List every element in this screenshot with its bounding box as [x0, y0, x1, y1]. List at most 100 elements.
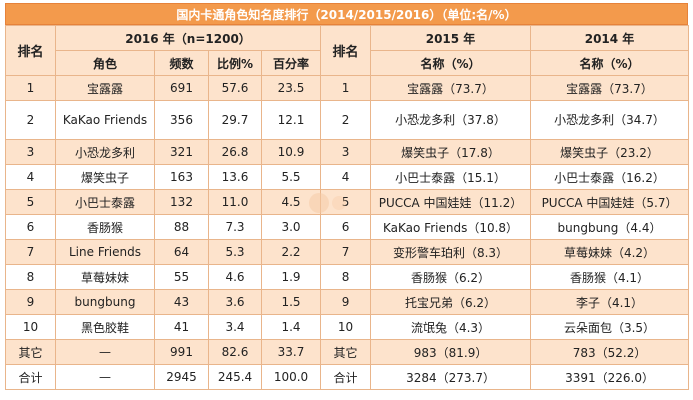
header-ratio: 比例%	[208, 50, 262, 76]
cell-pct: 2.2	[260, 239, 322, 265]
cell-freq: 691	[154, 75, 209, 101]
header-name-pct-2014: 名称（%）	[530, 50, 690, 76]
cell-role: 小恐龙多利	[55, 139, 155, 165]
table-row: 9 bungbung 43 3.6 1.5 9 托宝兄弟（6.2） 李子（4.1）	[5, 289, 690, 315]
cell-name-2015: 983（81.9）	[370, 339, 532, 365]
cell-ratio: 82.6	[208, 339, 262, 365]
table-row: 6 香肠猴 88 7.3 3.0 6 KaKao Friends（10.8） bungbung…	[5, 214, 690, 240]
cell-role: 宝露露	[55, 75, 155, 101]
cell-rank-2015: 合计	[320, 364, 372, 390]
cell-freq: 2945	[154, 364, 209, 390]
cell-rank-2016: 3	[5, 139, 56, 165]
cell-name-2014: 宝露露（73.7）	[530, 75, 690, 101]
cell-name-2014: 爆笑虫子（23.2）	[530, 139, 690, 165]
table-row: 其它 —991 82.6 33.7 其它 983（81.9） 783（52.2）	[5, 339, 690, 365]
cell-role: —	[55, 339, 155, 365]
cell-pct: 100.0	[260, 364, 322, 390]
cell-ratio: 7.3	[208, 214, 262, 240]
cell-rank-2015: 3	[320, 139, 372, 165]
header-freq: 频数	[154, 50, 209, 76]
cell-name-2015: 小恐龙多利（37.8）	[370, 100, 532, 140]
cell-rank-2016: 合计	[5, 364, 56, 390]
cell-role: 爆笑虫子	[55, 164, 155, 190]
cell-rank-2015: 5	[320, 189, 372, 215]
cell-rank-2015: 1	[320, 75, 372, 101]
cell-freq: 64	[154, 239, 209, 265]
cell-freq: 88	[154, 214, 209, 240]
cell-name-2015: KaKao Friends（10.8）	[370, 214, 532, 240]
cell-rank-2016: 8	[5, 264, 56, 290]
table-row: 3 小恐龙多利 321 26.8 10.9 3 爆笑虫子（17.8） 爆笑虫子（23.2）	[5, 139, 690, 165]
cell-rank-2015: 4	[320, 164, 372, 190]
cell-pct: 3.0	[260, 214, 322, 240]
cell-freq: 43	[154, 289, 209, 315]
cell-rank-2016: 7	[5, 239, 56, 265]
cell-role: 小巴士泰露	[55, 189, 155, 215]
header-2016: 2016 年（n=1200）	[54, 25, 322, 51]
cell-rank-2015: 9	[320, 289, 372, 315]
cell-role: Line Friends	[55, 239, 155, 265]
cell-rank-2015: 其它	[320, 339, 372, 365]
table-row: 合计 —2945 245.4 100.0 合计 3284（273.7） 3391（226.0…	[5, 364, 690, 390]
header-pct: 百分率	[260, 50, 322, 76]
cell-pct: 1.9	[260, 264, 322, 290]
table-row: 5 小巴士泰露 132 11.0 4.5 5 PUCCA 中国娃娃（11.2） PUCCA 中…	[5, 189, 690, 215]
table-row: 7 Line Friends 64 5.3 2.2 7 变形警车珀利（8.3） 草莓妹妹（4.…	[5, 239, 690, 265]
table-row: 2 KaKao Friends 356 29.7 12.1 2 小恐龙多利（37.8） 小恐龙…	[5, 100, 690, 140]
cell-freq: 163	[154, 164, 209, 190]
cell-role: bungbung	[55, 289, 155, 315]
cell-name-2014: 李子（4.1）	[530, 289, 690, 315]
cell-ratio: 57.6	[208, 75, 262, 101]
cell-role: 黑色胶鞋	[55, 314, 155, 340]
cell-name-2014: 783（52.2）	[530, 339, 690, 365]
cell-pct: 12.1	[260, 100, 322, 140]
cell-ratio: 3.6	[208, 289, 262, 315]
ranking-table-container: 国内卡通角色知名度排行（2014/2015/2016）（单位:名/%） 排名 2…	[5, 3, 690, 390]
cell-rank-2016: 10	[5, 314, 56, 340]
cell-rank-2016: 1	[5, 75, 56, 101]
cell-rank-2016: 9	[5, 289, 56, 315]
cell-role: 香肠猴	[55, 214, 155, 240]
cell-ratio: 5.3	[208, 239, 262, 265]
cell-name-2014: 草莓妹妹（4.2）	[530, 239, 690, 265]
cell-rank-2016: 2	[5, 100, 56, 140]
cell-name-2014: PUCCA 中国娃娃（5.7）	[530, 189, 690, 215]
header-rank-2015: 排名	[320, 25, 372, 76]
table-row: 10 黑色胶鞋 41 3.4 1.4 10 流氓兔（4.3） 云朵面包（3.5）	[5, 314, 690, 340]
cell-pct: 1.4	[260, 314, 322, 340]
cell-freq: 41	[154, 314, 209, 340]
cell-name-2015: 变形警车珀利（8.3）	[370, 239, 532, 265]
cell-rank-2015: 2	[320, 100, 372, 140]
cell-name-2014: 3391（226.0）	[530, 364, 690, 390]
header-role: 角色	[55, 50, 155, 76]
cell-pct: 10.9	[260, 139, 322, 165]
cell-rank-2016: 6	[5, 214, 56, 240]
cell-name-2015: 宝露露（73.7）	[370, 75, 532, 101]
cell-freq: 991	[154, 339, 209, 365]
cell-name-2014: 小巴士泰露（16.2）	[530, 164, 690, 190]
cell-rank-2015: 10	[320, 314, 372, 340]
cell-name-2015: 托宝兄弟（6.2）	[370, 289, 532, 315]
cell-pct: 4.5	[260, 189, 322, 215]
cell-freq: 356	[154, 100, 209, 140]
table-row: 4 爆笑虫子 163 13.6 5.5 4 小巴士泰露（15.1） 小巴士泰露（16.2）	[5, 164, 690, 190]
table-row: 8 草莓妹妹 55 4.6 1.9 8 香肠猴（6.2） 香肠猴（4.1）	[5, 264, 690, 290]
cell-freq: 132	[154, 189, 209, 215]
cell-pct: 1.5	[260, 289, 322, 315]
cell-name-2014: 云朵面包（3.5）	[530, 314, 690, 340]
cell-ratio: 13.6	[208, 164, 262, 190]
ranking-table: 排名 2016 年（n=1200） 排名 2015 年 2014 年 角色 频数…	[5, 25, 690, 390]
cell-name-2015: PUCCA 中国娃娃（11.2）	[370, 189, 532, 215]
table-row: 1 宝露露 691 57.6 23.5 1 宝露露（73.7） 宝露露（73.7）	[5, 75, 690, 101]
cell-name-2014: 香肠猴（4.1）	[530, 264, 690, 290]
cell-role: —	[55, 364, 155, 390]
cell-name-2014: bungbung（4.4）	[530, 214, 690, 240]
cell-ratio: 3.4	[208, 314, 262, 340]
cell-freq: 321	[154, 139, 209, 165]
header-rank-2016: 排名	[5, 25, 56, 76]
header-2015: 2015 年	[370, 25, 532, 51]
cell-ratio: 11.0	[208, 189, 262, 215]
cell-ratio: 245.4	[208, 364, 262, 390]
cell-rank-2016: 其它	[5, 339, 56, 365]
cell-ratio: 4.6	[208, 264, 262, 290]
